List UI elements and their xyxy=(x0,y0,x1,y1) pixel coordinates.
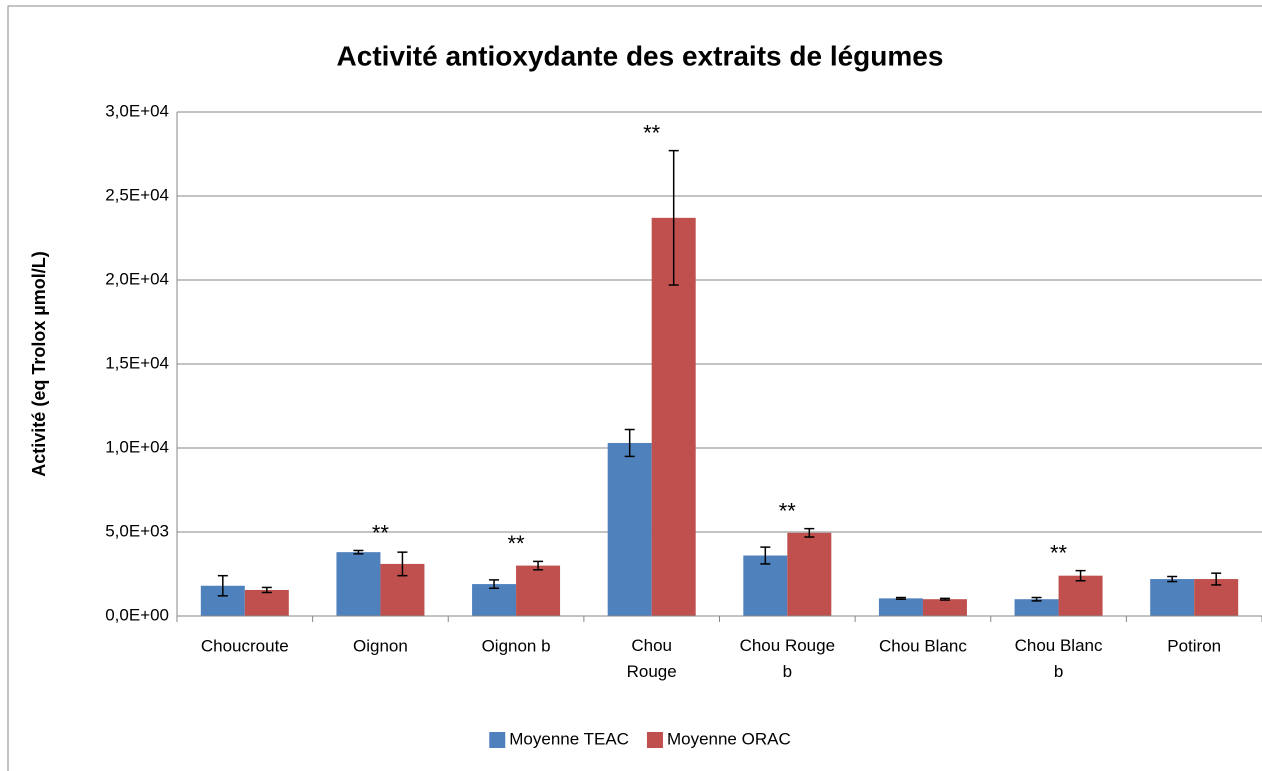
error-bar xyxy=(489,579,500,590)
bar xyxy=(607,442,652,616)
bar xyxy=(878,598,923,616)
bar xyxy=(1150,579,1195,616)
x-tick-label: Choucroute xyxy=(201,636,289,655)
bar xyxy=(787,532,832,616)
error-bar xyxy=(1211,572,1222,586)
bar xyxy=(472,584,517,616)
chart-frame xyxy=(7,5,1262,771)
bar xyxy=(336,552,381,616)
bar xyxy=(516,565,561,616)
x-tick-label: Chou Rouge b xyxy=(740,636,835,681)
x-tick-label: Chou Blanc b xyxy=(1015,636,1103,681)
x-tick-label-line: Rouge xyxy=(627,662,677,681)
error-bar xyxy=(397,551,408,577)
error-bar xyxy=(261,586,272,594)
legend-label: Moyenne TEAC xyxy=(509,729,629,748)
bar xyxy=(244,589,289,616)
y-tick-label: 1,5E+04 xyxy=(105,353,169,372)
legend-swatch xyxy=(489,732,506,748)
error-bar xyxy=(760,546,771,565)
error-bar xyxy=(1167,575,1178,583)
y-tick-label: 2,0E+04 xyxy=(105,269,169,288)
error-bar xyxy=(1031,596,1042,602)
legend-label: Moyenne ORAC xyxy=(667,729,791,748)
chart-title: Activité antioxydante des extraits de lé… xyxy=(337,40,944,71)
x-tick-label-line: b xyxy=(783,662,792,681)
error-bar xyxy=(804,527,815,538)
x-tick-label: Potiron xyxy=(1167,636,1221,655)
error-bar xyxy=(1075,569,1086,582)
error-bar xyxy=(533,560,544,571)
x-tick-label: Chou Blanc xyxy=(879,636,967,655)
x-tick-label-line: Chou xyxy=(631,636,672,655)
annotation: ** xyxy=(372,520,390,545)
y-tick-label: 0,0E+00 xyxy=(105,605,169,624)
annotation: ** xyxy=(643,120,661,145)
error-bar xyxy=(939,597,950,601)
legend-swatch xyxy=(646,732,663,748)
error-bar xyxy=(217,574,228,597)
annotation: ** xyxy=(508,531,526,556)
error-bar xyxy=(668,149,679,286)
y-tick-label: 3,0E+04 xyxy=(105,101,169,120)
error-bar xyxy=(895,596,906,600)
y-axis-label: Activité (eq Trolox µmol/L) xyxy=(29,251,49,476)
x-tick-label: Oignon b xyxy=(482,636,551,655)
y-tick-label: 1,0E+04 xyxy=(105,437,169,456)
bar xyxy=(743,555,788,616)
y-tick-label: 2,5E+04 xyxy=(105,185,169,204)
annotation: ** xyxy=(779,498,797,523)
error-bar xyxy=(353,549,364,555)
annotation: ** xyxy=(1050,540,1068,565)
y-tick-label: 5,0E+03 xyxy=(105,521,169,540)
bar xyxy=(1058,575,1103,616)
x-tick-label: Chou Rouge xyxy=(627,636,677,681)
error-bar xyxy=(624,428,635,458)
x-tick-label: Oignon xyxy=(353,636,408,655)
bar xyxy=(922,599,967,616)
x-tick-label-line: Chou Blanc xyxy=(1015,636,1103,655)
x-tick-label-line: b xyxy=(1054,662,1063,681)
x-tick-label-line: Chou Rouge xyxy=(740,636,835,655)
bar xyxy=(1014,599,1059,616)
